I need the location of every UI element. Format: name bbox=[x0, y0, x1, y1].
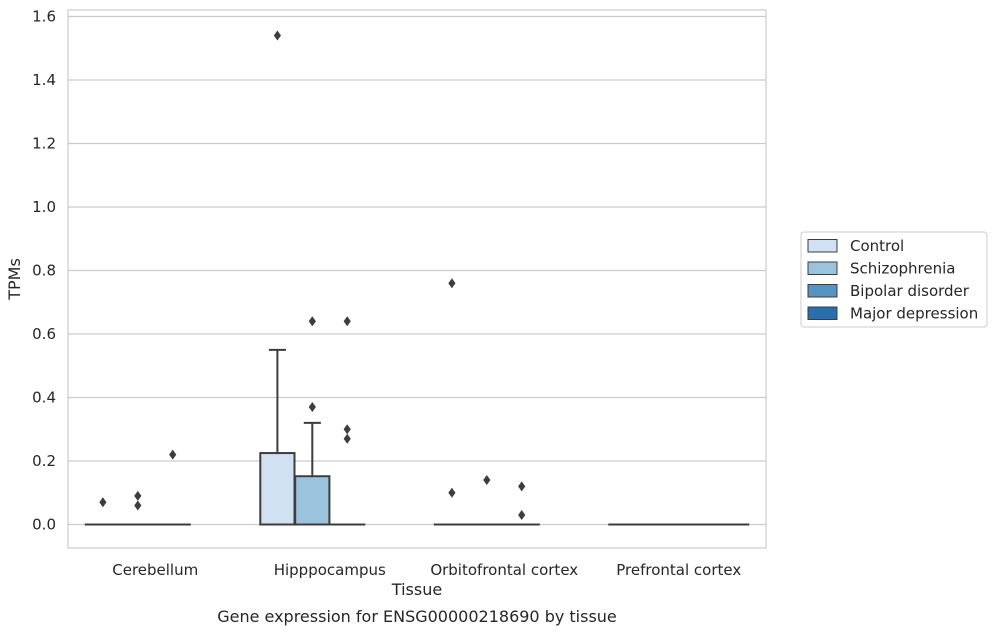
box-body bbox=[294, 475, 331, 526]
legend-label: Major depression bbox=[850, 305, 978, 323]
y-tick-label: 0.4 bbox=[32, 389, 56, 407]
y-tick-label: 1.2 bbox=[32, 135, 56, 153]
y-tick-label: 1.4 bbox=[32, 71, 56, 89]
legend-swatch bbox=[807, 284, 838, 298]
outlier-point bbox=[518, 481, 526, 492]
legend-swatch bbox=[807, 239, 838, 253]
outlier-point bbox=[448, 278, 456, 289]
y-axis-label: TPMs bbox=[5, 258, 24, 301]
outlier-point bbox=[169, 449, 177, 460]
outlier-point bbox=[99, 497, 107, 508]
legend-swatch bbox=[807, 261, 838, 275]
plot-frame bbox=[67, 9, 767, 549]
y-tick-label: 1.6 bbox=[32, 8, 56, 26]
legend-label: Bipolar disorder bbox=[850, 282, 970, 300]
y-tick-label: 0.2 bbox=[32, 452, 56, 470]
legend-label: Schizophrenia bbox=[850, 260, 955, 278]
outlier-point bbox=[134, 500, 142, 511]
x-tick-label: Prefrontal cortex bbox=[616, 561, 741, 579]
outlier-point bbox=[308, 316, 316, 327]
outlier-point bbox=[518, 509, 526, 520]
x-tick-label: Cerebellum bbox=[112, 561, 198, 579]
legend-frame bbox=[800, 231, 988, 328]
y-tick-labels: 0.0 0.2 0.4 0.6 0.8 1.0 1.2 1.4 1.6 bbox=[32, 8, 56, 534]
y-tick-label: 0.0 bbox=[32, 516, 56, 534]
chart-caption: Gene expression for ENSG00000218690 by t… bbox=[217, 607, 617, 626]
x-tick-label: Orbitofrontal cortex bbox=[430, 561, 578, 579]
x-tick-labels: Cerebellum Hipppocampus Orbitofrontal cort… bbox=[112, 561, 741, 579]
legend-label: Control bbox=[850, 237, 904, 255]
grid-lines bbox=[68, 15, 766, 526]
outlier-point bbox=[343, 433, 351, 444]
y-tick-label: 0.6 bbox=[32, 325, 56, 343]
outlier-point bbox=[343, 316, 351, 327]
x-tick-label: Hipppocampus bbox=[274, 561, 386, 579]
x-axis-label: Tissue bbox=[391, 580, 442, 599]
box-control bbox=[259, 348, 296, 526]
outlier-point bbox=[448, 487, 456, 498]
legend-swatch bbox=[807, 306, 838, 320]
box-schizophrenia bbox=[294, 421, 331, 526]
y-tick-label: 1.0 bbox=[32, 198, 56, 216]
outlier-point bbox=[273, 30, 281, 41]
outlier-point bbox=[308, 402, 316, 413]
flier-layer bbox=[99, 30, 526, 520]
box-body bbox=[259, 452, 296, 526]
box-layer bbox=[84, 348, 750, 526]
outlier-point bbox=[343, 424, 351, 435]
outlier-point bbox=[134, 490, 142, 501]
y-tick-label: 0.8 bbox=[32, 262, 56, 280]
legend: Control Schizophrenia Bipolar disorder Majo… bbox=[800, 231, 988, 328]
outlier-point bbox=[483, 475, 491, 486]
